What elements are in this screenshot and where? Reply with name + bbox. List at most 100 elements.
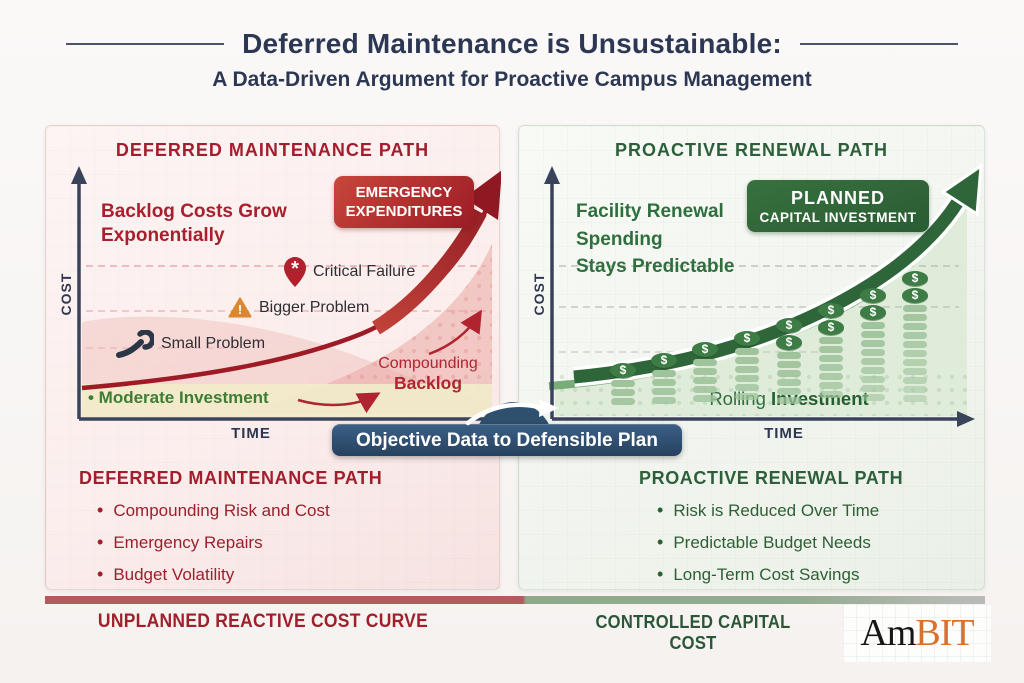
coin-bar: [861, 331, 885, 338]
coin-bar: [903, 305, 927, 312]
dollar-coin-icon: $: [818, 320, 844, 335]
coin-bar: [777, 370, 801, 377]
dollar-coin-icon: $: [692, 342, 718, 357]
bigger-problem-label: Bigger Problem: [259, 298, 370, 316]
deferred-cost-chart: [71, 166, 501, 421]
dollar-stack-icon: $: [692, 342, 718, 402]
critical-failure-label: Critical Failure: [313, 263, 416, 280]
compounding-backlog-label: Compounding Backlog: [368, 354, 488, 394]
compounding-line: Compounding: [378, 355, 478, 372]
deferred-summary-list: DEFERRED MAINTENANCE PATH • Compounding R…: [79, 468, 382, 597]
coin-bar: [735, 366, 759, 373]
bullet-icon: •: [97, 500, 104, 520]
coin-bar: [861, 349, 885, 356]
coin-bar: [903, 341, 927, 348]
list-item: • Long-Term Cost Savings: [657, 565, 903, 585]
coin-bar: [819, 373, 843, 380]
dollar-stack-icon: $ $: [902, 271, 928, 402]
small-problem-label: Small Problem: [161, 335, 266, 352]
critical-failure-annotation: * Critical Failure: [284, 257, 415, 287]
coin-bar: [735, 357, 759, 364]
dollar-coin-icon: $: [860, 288, 886, 303]
annotation-arrow: [297, 392, 381, 414]
list-item: • Budget Volatility: [97, 565, 382, 585]
coin-bar: [819, 337, 843, 344]
list-item: • Compounding Risk and Cost: [97, 501, 382, 521]
coin-bar: [819, 382, 843, 389]
coin-bar: [861, 376, 885, 383]
planned-capital-investment-badge: PLANNED CAPITAL INVESTMENT: [747, 180, 929, 232]
coin-bar: [903, 323, 927, 330]
moderate-band: [82, 384, 492, 417]
controlled-cost-caption: CONTROLLED CAPITAL COST: [595, 612, 791, 653]
coin-bar: [903, 377, 927, 384]
dollar-coin-icon: $: [610, 363, 636, 378]
coin-bar: [819, 364, 843, 371]
facility-renewal-note: Facility Renewal Spending Stays Predicta…: [576, 201, 735, 278]
coin-bar: [777, 388, 801, 395]
coin-bar: [777, 397, 801, 404]
bullet-icon: •: [657, 532, 664, 552]
planned-arrowhead: [940, 162, 983, 217]
deferred-list-heading: DEFERRED MAINTENANCE PATH: [79, 468, 383, 488]
coin-bar: [693, 377, 717, 384]
ambit-logo: Am BIT: [843, 604, 991, 662]
svg-text:!: !: [238, 302, 242, 317]
x-axis-arrowhead: [957, 411, 975, 427]
transition-arrow-icon: [465, 400, 559, 426]
dollar-coin-icon: $: [902, 288, 928, 303]
page-header: Deferred Maintenance is Unsustainable:: [0, 28, 1024, 60]
coin-bar: [777, 379, 801, 386]
footer-divider-bar: [45, 596, 985, 604]
coin-bar: [903, 350, 927, 357]
emergency-expenditures-badge: EMERGENCY EXPENDITURES: [334, 176, 474, 228]
coin-bar: [903, 359, 927, 366]
coin-bar: [611, 380, 635, 387]
coin-bar: [903, 332, 927, 339]
coin-bar: [861, 394, 885, 401]
wrench-icon: [116, 330, 154, 358]
coin-bar: [861, 322, 885, 329]
dollar-coin-icon: $: [860, 305, 886, 320]
list-item-label: Predictable Budget Needs: [673, 533, 871, 552]
coin-bar: [652, 379, 676, 386]
dollar-coin-icon: $: [776, 318, 802, 333]
logo-text-orange: BIT: [915, 612, 974, 654]
dollar-stack-icon: $ $: [818, 303, 844, 398]
dollar-coin-icon: $: [734, 331, 760, 346]
bullet-icon: •: [657, 500, 664, 520]
coin-bar: [903, 314, 927, 321]
reactive-cost-caption: UNPLANNED REACTIVE COST CURVE: [97, 611, 429, 632]
coin-bar: [652, 388, 676, 395]
list-item-label: Risk is Reduced Over Time: [673, 501, 880, 520]
coin-bar: [903, 386, 927, 393]
coin-bar: [777, 352, 801, 359]
title-rule-right: [799, 43, 958, 45]
dollar-stack-icon: $ $: [860, 288, 886, 401]
deferred-panel-heading: DEFERRED MAINTENANCE PATH: [115, 140, 430, 160]
planned-label: PLANNED: [790, 187, 885, 208]
title-rule-left: [66, 43, 225, 45]
logo-text-black: Am: [860, 612, 916, 654]
left-time-axis-label: TIME: [231, 425, 271, 442]
coin-bar: [819, 391, 843, 398]
page-title: Deferred Maintenance is Unsustainable:: [242, 28, 782, 59]
bullet-icon: •: [97, 532, 104, 552]
bullet-icon: •: [657, 564, 664, 584]
list-item: • Predictable Budget Needs: [657, 533, 903, 553]
dollar-stack-icon: $: [734, 331, 760, 400]
coin-bar: [693, 386, 717, 393]
coin-bar: [652, 370, 676, 377]
bullet-icon: •: [97, 564, 104, 584]
proactive-list-heading: PROACTIVE RENEWAL PATH: [639, 468, 904, 488]
coin-bar: [861, 358, 885, 365]
annotation-arrow: [428, 309, 482, 356]
coin-bar: [693, 368, 717, 375]
list-item: • Risk is Reduced Over Time: [657, 501, 903, 521]
list-item: • Emergency Repairs: [97, 533, 382, 553]
proactive-summary-list: PROACTIVE RENEWAL PATH • Risk is Reduced …: [639, 468, 903, 597]
coin-bar: [693, 359, 717, 366]
dollar-stack-icon: $: [651, 353, 677, 404]
coin-bar: [735, 384, 759, 391]
coin-bar: [861, 367, 885, 374]
